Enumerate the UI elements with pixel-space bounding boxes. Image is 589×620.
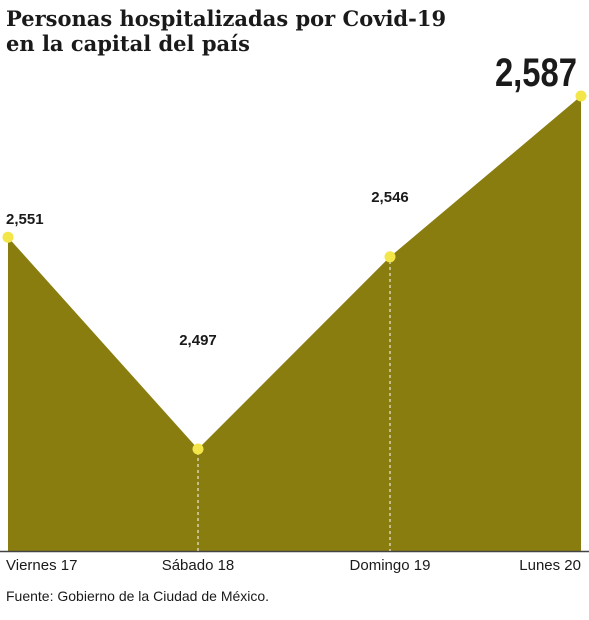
data-point-0 — [2, 231, 14, 243]
area-series — [8, 96, 581, 551]
value-label-0: 2,551 — [6, 211, 44, 228]
value-label-1: 2,497 — [179, 332, 217, 349]
x-tick-label-2: Domingo 19 — [350, 557, 431, 574]
data-point-3 — [575, 90, 587, 102]
chart-title-line-2: en la capital del país — [6, 31, 250, 56]
value-label-3: 2,587 — [495, 50, 577, 95]
x-tick-label-0: Viernes 17 — [6, 557, 77, 574]
x-tick-label-3: Lunes 20 — [519, 557, 581, 574]
value-label-2: 2,546 — [371, 189, 409, 206]
data-point-2 — [384, 251, 396, 263]
x-tick-label-1: Sábado 18 — [162, 557, 235, 574]
source-note: Fuente: Gobierno de la Ciudad de México. — [6, 588, 270, 604]
chart-title-line-1: Personas hospitalizadas por Covid-19 — [6, 6, 447, 31]
chart-title: Personas hospitalizadas por Covid-19 en … — [6, 6, 446, 56]
chart-marks: 2,551 2,497 2,546 2,587 Viernes 17 Sábado 18 D… — [0, 50, 589, 574]
data-point-1 — [192, 443, 204, 455]
